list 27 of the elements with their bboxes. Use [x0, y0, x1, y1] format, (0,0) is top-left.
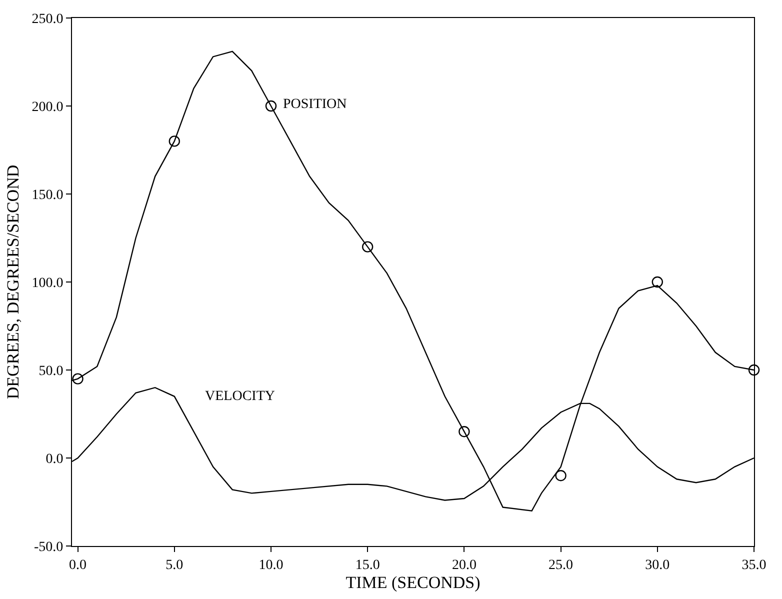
point: [265, 100, 277, 112]
x-tick-label: 20.0: [452, 558, 476, 573]
x-tick-label: 0.0: [69, 558, 87, 573]
x-tick-label: 25.0: [548, 558, 574, 573]
y-tick-label: -50.0: [34, 540, 64, 555]
x-tick-label: 35.0: [742, 558, 766, 573]
point: [748, 364, 760, 376]
y-axis-title: DEGREES, DEGREES/SECOND: [3, 164, 22, 400]
point: [362, 241, 374, 252]
x-axis-title: TIME (SECONDS): [346, 572, 480, 592]
y-tick-label: 100.0: [32, 276, 64, 291]
y-tick-label: 150.0: [32, 188, 64, 203]
x-tick-label: 10.0: [258, 558, 284, 573]
y-tick-label: 250.0: [32, 12, 64, 27]
series-label: POSITION: [283, 97, 347, 112]
y-tick-label: 50.0: [38, 364, 64, 379]
point: [555, 470, 566, 482]
point: [168, 136, 180, 147]
series-label: VELOCITY: [205, 389, 275, 404]
point: [72, 373, 84, 384]
x-tick-label: 30.0: [645, 558, 670, 573]
y-tick-label: 0.0: [46, 452, 64, 467]
x-tick-label: 15.0: [355, 558, 380, 573]
x-tick-label: 5.0: [166, 558, 184, 573]
y-tick-label: 200.0: [32, 100, 64, 115]
point: [652, 276, 663, 288]
point: [458, 426, 470, 438]
